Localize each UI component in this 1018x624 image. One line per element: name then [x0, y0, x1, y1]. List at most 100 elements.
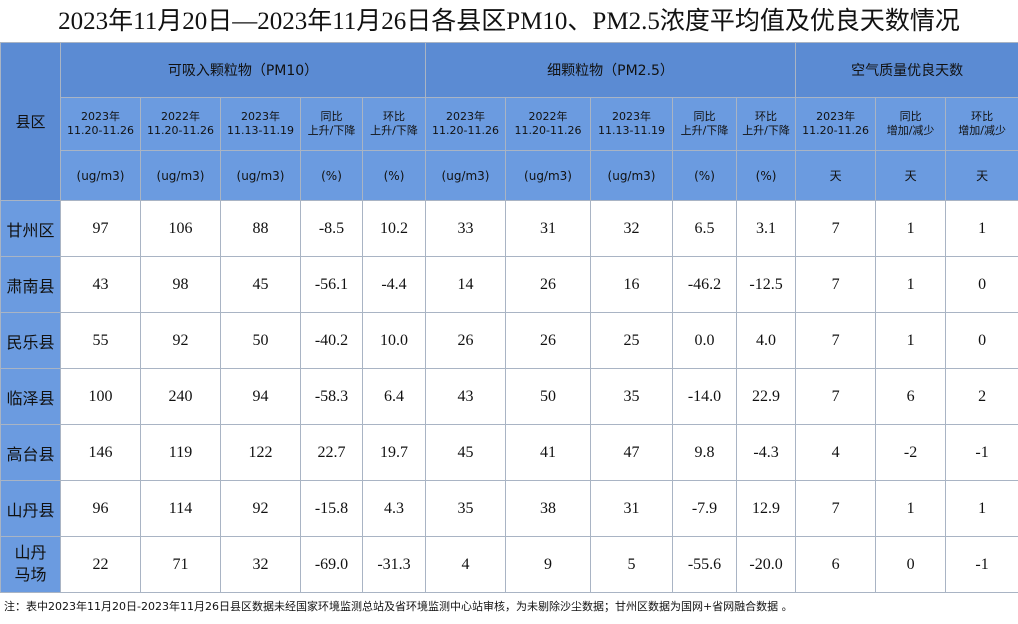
subheader: 环比 上升/下降	[361, 97, 427, 151]
data-cell: 0	[945, 256, 1018, 313]
data-cell: 55	[60, 312, 141, 369]
data-cell: 22.7	[300, 424, 363, 481]
data-cell: 43	[60, 256, 141, 313]
county-text: 山丹马场	[14, 544, 47, 584]
data-cell: 50	[220, 312, 301, 369]
data-cell: 3.1	[736, 200, 797, 257]
data-cell: -4.4	[361, 256, 427, 313]
data-cell: -56.1	[300, 256, 363, 313]
group-header: 空气质量优良天数	[795, 42, 1018, 98]
data-cell: -69.0	[300, 536, 363, 593]
unit: (ug/m3)	[220, 150, 301, 201]
data-cell: 22.9	[736, 368, 797, 425]
data-cell: 106	[140, 200, 221, 257]
county-text: 临泽县	[6, 390, 55, 408]
data-cell: 6	[875, 368, 947, 425]
data-cell: 0	[875, 536, 947, 593]
subheader-line: 环比	[383, 110, 405, 123]
data-cell: 1	[945, 480, 1018, 537]
data-row: 临泽县 100 240 94 -58.3 6.4 43 50 35 -14.0 22.9 7 6 2	[0, 368, 1018, 425]
data-cell: -15.8	[300, 480, 363, 537]
data-cell: 1	[875, 200, 947, 257]
unit: (ug/m3)	[425, 150, 507, 201]
data-row: 甘州区 97 106 88 -8.5 10.2 33 31 32 6.5 3.1 7 1 1	[0, 200, 1018, 257]
data-cell: 4	[795, 424, 877, 481]
data-cell: 96	[60, 480, 141, 537]
data-cell: 240	[140, 368, 221, 425]
data-cell: 32	[590, 200, 674, 257]
data-cell: 0.0	[672, 312, 738, 369]
subheader-line: 2022年	[528, 110, 568, 123]
data-cell: 45	[425, 424, 507, 481]
subheader: 2023年 11.13-11.19	[220, 97, 301, 151]
county-text: 民乐县	[6, 334, 55, 352]
data-cell: -12.5	[736, 256, 797, 313]
subheader: 2022年 11.20-11.26	[505, 97, 592, 151]
unit: (%)	[736, 150, 797, 201]
data-cell: 2	[945, 368, 1018, 425]
county-text: 甘州区	[6, 222, 55, 240]
data-cell: 119	[140, 424, 221, 481]
data-cell: 26	[505, 256, 592, 313]
data-cell: 9.8	[672, 424, 738, 481]
subheader-line: 同比	[899, 110, 922, 123]
subheader-line: 2023年	[816, 110, 856, 123]
data-cell: 6	[795, 536, 877, 593]
county-name: 甘州区	[0, 200, 61, 257]
data-cell: 4.3	[361, 480, 427, 537]
data-cell: 1	[875, 312, 947, 369]
subheader-line: 11.20-11.26	[432, 124, 499, 137]
data-cell: -20.0	[736, 536, 797, 593]
data-cell: 1	[875, 256, 947, 313]
data-cell: -2	[875, 424, 947, 481]
subheader: 同比 增加/减少	[875, 97, 947, 151]
data-cell: 0	[945, 312, 1018, 369]
subheader: 2023年 11.13-11.19	[590, 97, 674, 151]
county-name: 山丹县	[0, 480, 61, 537]
data-cell: 35	[425, 480, 507, 537]
subheader-line: 同比	[320, 110, 343, 123]
data-cell: 5	[590, 536, 674, 593]
unit: 天	[875, 150, 947, 201]
county-name: 肃南县	[0, 256, 61, 313]
data-cell: 7	[795, 480, 877, 537]
data-cell: 47	[590, 424, 674, 481]
data-cell: 35	[590, 368, 674, 425]
subheader: 2023年 11.20-11.26	[425, 97, 507, 151]
data-row: 高台县 146 119 122 22.7 19.7 45 41 47 9.8 -4.3 4 -2 -1	[0, 424, 1018, 481]
subheader: 环比 上升/下降	[736, 97, 797, 151]
subheader-line: 增加/减少	[958, 124, 1006, 137]
data-cell: 114	[140, 480, 221, 537]
data-row: 民乐县 55 92 50 -40.2 10.0 26 26 25 0.0 4.0 7 1 0	[0, 312, 1018, 369]
data-cell: 26	[425, 312, 507, 369]
data-cell: 4.0	[736, 312, 797, 369]
subheader-line: 11.20-11.26	[147, 124, 214, 137]
subheader: 环比 增加/减少	[945, 97, 1018, 151]
unit: (ug/m3)	[140, 150, 221, 201]
data-cell: 9	[505, 536, 592, 593]
header-row: 县区 可吸入颗粒物（PM10） 细颗粒物（PM2.5） 空气质量优良天数	[0, 42, 1018, 201]
data-cell: 100	[60, 368, 141, 425]
data-cell: -1	[945, 536, 1018, 593]
data-cell: 1	[875, 480, 947, 537]
unit: (ug/m3)	[60, 150, 141, 201]
data-cell: 97	[60, 200, 141, 257]
data-cell: 7	[795, 256, 877, 313]
data-cell: 31	[505, 200, 592, 257]
data-table: 县区 可吸入颗粒物（PM10） 细颗粒物（PM2.5） 空气质量优良天数 2023年 11…	[0, 42, 1018, 593]
unit: 天	[795, 150, 877, 201]
data-cell: -8.5	[300, 200, 363, 257]
data-cell: 33	[425, 200, 507, 257]
subheader-line: 11.13-11.19	[227, 124, 294, 137]
data-cell: -7.9	[672, 480, 738, 537]
data-cell: 122	[220, 424, 301, 481]
note: 注：表中2023年11月20日-2023年11月26日县区数据未经国家环境监测总…	[4, 600, 793, 613]
data-cell: 25	[590, 312, 674, 369]
county-text: 高台县	[6, 446, 55, 464]
subheader-line: 2023年	[446, 110, 486, 123]
subheader-line: 增加/减少	[886, 124, 935, 137]
data-cell: 26	[505, 312, 592, 369]
data-cell: 19.7	[361, 424, 427, 481]
subheader-line: 上升/下降	[370, 124, 418, 137]
group-header: 细颗粒物（PM2.5）	[425, 42, 797, 98]
